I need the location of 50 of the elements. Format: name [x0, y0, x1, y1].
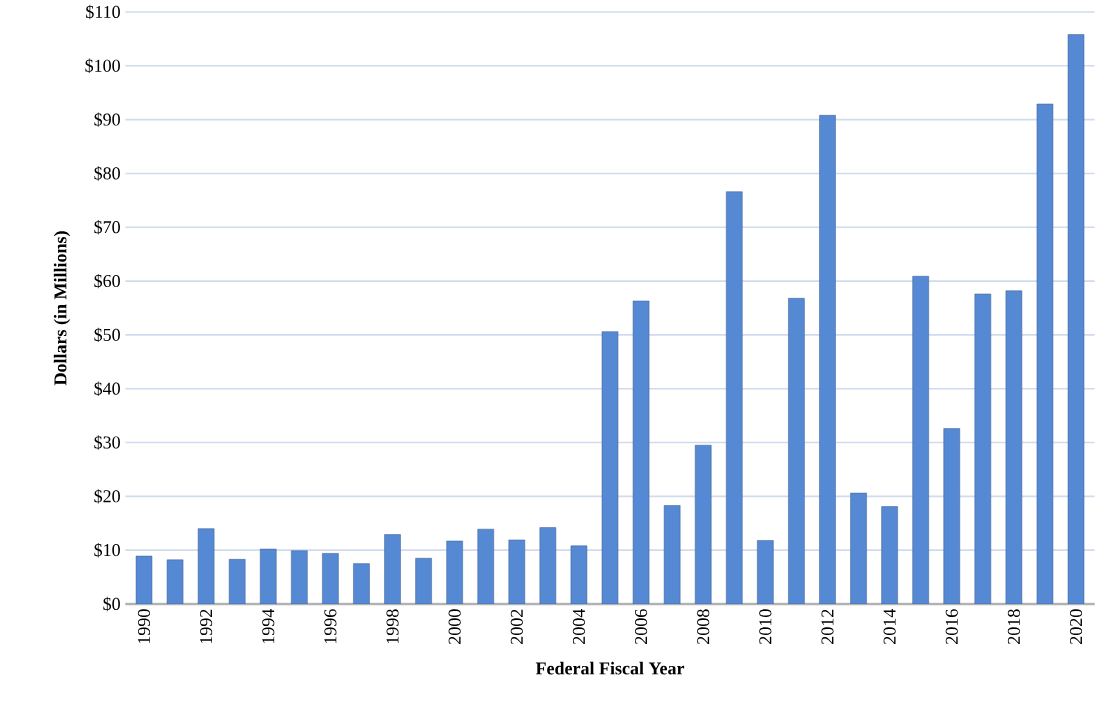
bar	[508, 539, 526, 604]
x-tick-label: 2008	[697, 609, 710, 644]
x-tick-label: 1998	[386, 609, 399, 644]
y-tick-label: $100	[85, 58, 120, 74]
x-tick-label: 2006	[634, 609, 648, 644]
bar	[726, 191, 743, 604]
bar	[819, 115, 836, 604]
x-tick-label: 1996	[324, 609, 337, 644]
bar	[322, 553, 339, 604]
x-axis-title: Federal Fiscal Year	[535, 661, 685, 675]
y-tick-label: $0	[103, 596, 120, 612]
y-tick-label: $50	[94, 327, 120, 343]
x-tick-label: 2018	[1007, 609, 1020, 644]
bar	[291, 550, 308, 604]
x-tick-label: 2014	[883, 608, 896, 644]
y-tick-label: $30	[94, 435, 120, 450]
y-tick-label: $110	[86, 4, 120, 20]
bar	[757, 540, 774, 604]
y-tick-label: $80	[94, 166, 120, 181]
x-tick-label: 2004	[572, 608, 585, 644]
bar	[943, 428, 961, 604]
x-tick-label: 2016	[945, 609, 958, 644]
y-tick-label: $10	[94, 542, 120, 558]
x-tick-label: 2000	[448, 609, 461, 644]
x-tick-label: 2010	[759, 609, 772, 644]
bar	[912, 275, 929, 604]
bar	[415, 557, 432, 604]
y-tick-label: $70	[94, 220, 120, 235]
y-tick-label: $40	[94, 381, 120, 396]
y-tick-label: $90	[94, 112, 120, 127]
bar	[694, 444, 712, 604]
x-tick-label: 1994	[262, 608, 275, 644]
y-axis-title: Dollars (in Millions)	[53, 231, 71, 386]
bar	[477, 528, 494, 604]
bar	[384, 534, 401, 604]
bar	[788, 298, 805, 604]
y-tick-label: $20	[94, 489, 120, 504]
bar	[353, 563, 370, 604]
bar	[228, 559, 246, 604]
bar	[881, 506, 898, 604]
y-tick-label: $60	[94, 273, 120, 289]
x-tick-label: 1992	[200, 609, 213, 644]
x-tick-label: 2020	[1069, 609, 1083, 644]
bar	[974, 293, 992, 604]
x-tick-label: 2012	[821, 609, 834, 644]
bar	[850, 492, 867, 604]
bar	[446, 540, 463, 604]
x-tick-label: 1990	[137, 609, 151, 644]
bar	[259, 548, 277, 604]
x-tick-label: 2002	[510, 609, 523, 644]
